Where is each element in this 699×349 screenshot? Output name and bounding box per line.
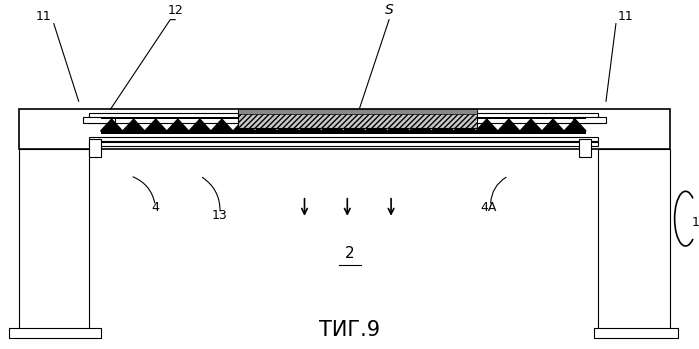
- Text: 12: 12: [167, 4, 183, 17]
- Polygon shape: [255, 119, 277, 131]
- Polygon shape: [167, 119, 189, 131]
- Bar: [19, 109, 670, 149]
- Bar: [89, 142, 598, 146]
- Polygon shape: [343, 119, 366, 131]
- Polygon shape: [454, 119, 476, 131]
- Bar: [9, 328, 101, 338]
- Bar: [598, 149, 670, 332]
- Polygon shape: [189, 119, 211, 131]
- Polygon shape: [520, 119, 542, 131]
- Polygon shape: [476, 119, 498, 131]
- Bar: [89, 139, 101, 157]
- Bar: [594, 328, 677, 338]
- Polygon shape: [498, 119, 520, 131]
- Polygon shape: [366, 119, 387, 131]
- Bar: [573, 117, 606, 123]
- Bar: [579, 139, 591, 157]
- Bar: [238, 109, 477, 128]
- Text: 11: 11: [618, 10, 634, 23]
- Polygon shape: [564, 119, 586, 131]
- Polygon shape: [322, 119, 343, 131]
- Polygon shape: [122, 119, 145, 131]
- Polygon shape: [233, 119, 255, 131]
- Polygon shape: [431, 119, 454, 131]
- Text: 2: 2: [345, 246, 354, 261]
- Text: 4A: 4A: [480, 201, 497, 214]
- Polygon shape: [211, 119, 233, 131]
- Text: 11: 11: [36, 10, 52, 23]
- Text: ΤИГ.9: ΤИГ.9: [319, 320, 380, 340]
- Bar: [89, 113, 598, 123]
- Bar: [238, 109, 477, 114]
- Text: 1: 1: [691, 216, 699, 229]
- Text: 4: 4: [151, 201, 159, 214]
- Bar: [82, 117, 115, 123]
- Polygon shape: [542, 119, 564, 131]
- Bar: [101, 131, 586, 134]
- Bar: [101, 117, 586, 119]
- Polygon shape: [277, 119, 299, 131]
- Polygon shape: [299, 119, 322, 131]
- Polygon shape: [101, 119, 122, 131]
- Bar: [19, 149, 89, 332]
- Polygon shape: [145, 119, 167, 131]
- Text: 13: 13: [212, 209, 228, 222]
- Polygon shape: [387, 119, 410, 131]
- Polygon shape: [410, 119, 431, 131]
- Text: S: S: [384, 3, 394, 17]
- Bar: [89, 137, 598, 141]
